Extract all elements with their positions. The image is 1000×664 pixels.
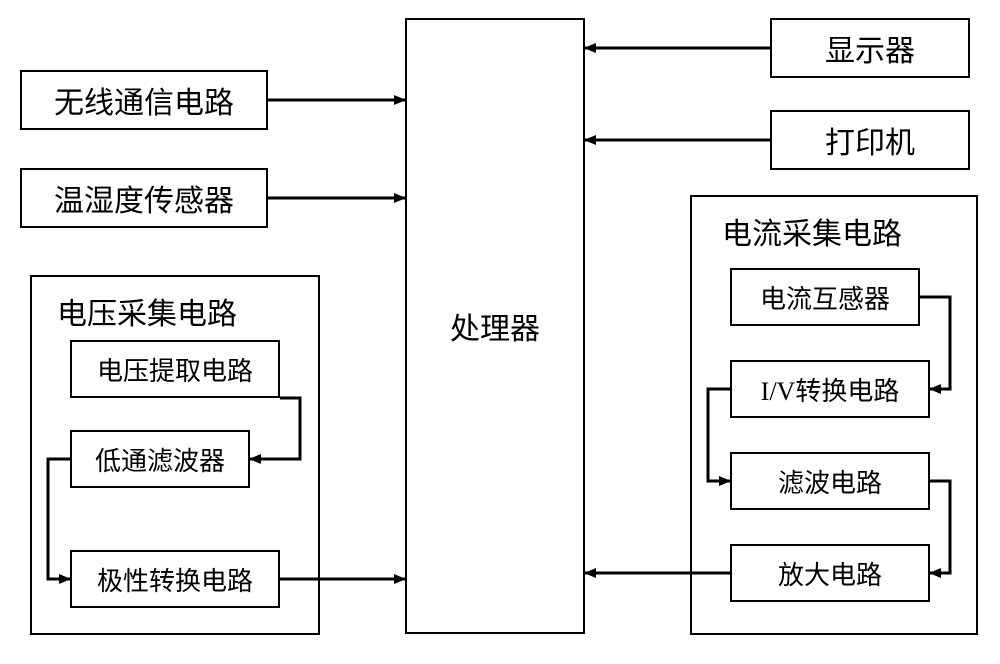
c-iv-label: I/V转换电路 — [761, 371, 900, 408]
voltage-group-title-text: 电压采集电路 — [57, 298, 237, 331]
v-lowpass-label: 低通滤波器 — [95, 441, 225, 478]
c-trans-label: 电流互感器 — [760, 279, 890, 316]
wireless-label: 无线通信电路 — [54, 78, 234, 122]
processor-box: 处理器 — [405, 18, 585, 634]
c-amp-label: 放大电路 — [778, 555, 882, 592]
c-trans-box: 电流互感器 — [730, 268, 920, 326]
temp-box: 温湿度传感器 — [20, 168, 268, 228]
v-polarity-box: 极性转换电路 — [70, 550, 280, 608]
temp-label: 温湿度传感器 — [54, 176, 234, 220]
wireless-box: 无线通信电路 — [20, 70, 268, 130]
display-box: 显示器 — [770, 18, 970, 78]
processor-label: 处理器 — [450, 304, 540, 348]
v-extract-label: 电压提取电路 — [97, 351, 253, 388]
display-label: 显示器 — [825, 26, 915, 70]
v-polarity-label: 极性转换电路 — [97, 561, 253, 598]
c-filter-box: 滤波电路 — [730, 452, 930, 510]
c-amp-box: 放大电路 — [730, 544, 930, 602]
c-iv-box: I/V转换电路 — [730, 360, 930, 418]
current-group-title-text: 电流采集电路 — [722, 218, 902, 251]
voltage-group-title: 电压采集电路 — [57, 289, 237, 333]
printer-label: 打印机 — [825, 118, 915, 162]
v-extract-box: 电压提取电路 — [70, 340, 280, 398]
c-filter-label: 滤波电路 — [778, 463, 882, 500]
v-lowpass-box: 低通滤波器 — [70, 430, 250, 488]
printer-box: 打印机 — [770, 110, 970, 170]
current-group-title: 电流采集电路 — [722, 209, 902, 253]
